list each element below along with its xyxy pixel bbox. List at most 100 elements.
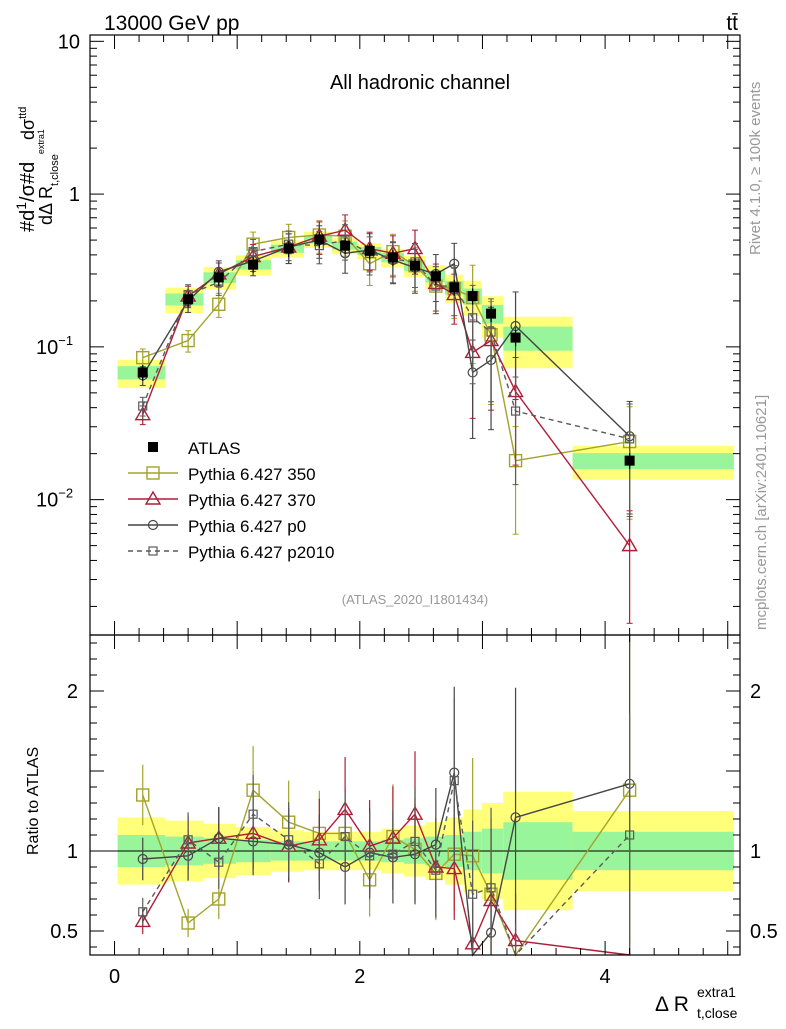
series-pythia-6-427-p2010-ratio-point bbox=[431, 865, 441, 875]
legend-marker-atlas bbox=[148, 442, 158, 452]
x-tick-label: 0 bbox=[109, 966, 120, 988]
x-axis-title-sub: t,close bbox=[697, 1005, 738, 1021]
atlas-data-point bbox=[340, 240, 351, 251]
series-pythia-6-427-p0-line bbox=[142, 239, 631, 437]
series-pythia-6-427-p2010-ratio-point bbox=[410, 836, 420, 847]
x-axis-title-sup: extra1 bbox=[697, 984, 736, 1000]
main-y-label: #d1/σ#d dσttd dΔ Rt,closeextra1 bbox=[13, 107, 61, 232]
series-pythia-6-427-p0-ratio-point bbox=[510, 812, 521, 823]
atlas-data-point bbox=[137, 367, 148, 378]
series-pythia-6-427-370-ratio-line bbox=[142, 808, 630, 956]
atlas-data-point bbox=[283, 243, 294, 254]
y-tick-label: 10 bbox=[58, 31, 80, 53]
ratio-frame bbox=[89, 634, 741, 956]
series-pythia-6-427-350-point bbox=[212, 297, 226, 311]
atlas-data-point bbox=[510, 332, 521, 343]
header-right: tt̄ bbox=[726, 12, 738, 35]
series-pythia-6-427-370-point bbox=[621, 537, 638, 552]
ratio-y-tick-label-right: 1 bbox=[750, 841, 761, 863]
series-pythia-6-427-350-line bbox=[142, 234, 630, 462]
series-pythia-6-427-p2010-ratio-point bbox=[340, 831, 350, 842]
series-pythia-6-427-p2010-ratio-point bbox=[284, 835, 294, 845]
series-pythia-6-427-p2010-point bbox=[486, 327, 496, 337]
atlas-data-point bbox=[314, 234, 325, 245]
x-tick-label: 4 bbox=[600, 966, 611, 988]
series-pythia-6-427-p2010-ratio-point bbox=[468, 889, 478, 899]
series-pythia-6-427-p2010-ratio-point bbox=[183, 835, 193, 845]
analysis-id: (ATLAS_2020_I1801434) bbox=[342, 592, 488, 607]
atlas-data-point bbox=[624, 455, 635, 466]
series-pythia-6-427-p0-ratio-point bbox=[137, 853, 148, 865]
legend-pythia-6-427-p0-label: Pythia 6.427 p0 bbox=[188, 517, 306, 536]
series-pythia-6-427-p2010-ratio-point bbox=[214, 857, 224, 867]
series-pythia-6-427-p2010-ratio-point bbox=[625, 830, 635, 840]
svg-text:dσttd: dσttd bbox=[17, 107, 38, 140]
atlas-data-point bbox=[486, 308, 497, 319]
x-tick-label: 2 bbox=[354, 966, 365, 988]
series-pythia-6-427-350-ratio-point bbox=[136, 788, 150, 802]
series-pythia-6-427-p2010-point bbox=[468, 313, 478, 323]
series-pythia-6-427-370-ratio-point bbox=[446, 860, 463, 875]
atlas-data-point bbox=[248, 259, 259, 270]
legend: ATLAS Pythia 6.427 350 Pythia 6.427 370 Pyt… bbox=[128, 439, 335, 562]
legend-pythia-6-427-p2010-marker bbox=[148, 546, 158, 556]
legend-pythia-6-427-350-marker bbox=[146, 466, 160, 480]
header-left: 13000 GeV pp bbox=[104, 12, 239, 35]
series-pythia-6-427-p2010-ratio-point bbox=[314, 859, 324, 869]
main-plot-panel bbox=[117, 214, 734, 624]
series-pythia-6-427-370-line bbox=[142, 229, 631, 547]
series-pythia-6-427-p2010-ratio-line bbox=[142, 780, 631, 957]
svg-text:dΔ Rt,closeextra1: dΔ Rt,closeextra1 bbox=[36, 129, 61, 225]
atlas-data-point bbox=[467, 291, 478, 302]
atlas-data-point bbox=[213, 272, 224, 283]
axes-frame: 0 2 4 10 1 10−1 10−2 2 2 1 1 0.5 0.5 bbox=[36, 31, 778, 988]
x-axis-title-main: Δ R bbox=[655, 993, 689, 1016]
atlas-data-point bbox=[183, 294, 194, 305]
series-pythia-6-427-p2010-ratio-point bbox=[138, 907, 148, 917]
atlas-data-point bbox=[410, 260, 420, 271]
side-label-rivet: Rivet 4.1.0, ≥ 100k events bbox=[747, 82, 764, 255]
side-label-source: mcplots.cern.ch [arXiv:2401.10621] bbox=[753, 395, 770, 630]
series-pythia-6-427-p2010-ratio-point bbox=[365, 851, 375, 861]
legend-pythia-6-427-p0-marker bbox=[147, 519, 159, 531]
atlas-data-point bbox=[449, 282, 460, 293]
atlas-data-point bbox=[430, 271, 441, 282]
series-pythia-6-427-350-ratio-line bbox=[142, 788, 631, 957]
ratio-y-label: Ratio to ATLAS bbox=[25, 747, 42, 855]
ratio-y-tick-label-right: 2 bbox=[750, 681, 761, 703]
data-band-inner bbox=[572, 453, 734, 470]
ratio-y-tick-label: 1 bbox=[67, 841, 78, 863]
series-pythia-6-427-350-point bbox=[136, 350, 150, 365]
series-pythia-6-427-350-ratio-point bbox=[212, 892, 226, 906]
ratio-plot-panel bbox=[90, 635, 740, 957]
svg-text:#d1/σ#d: #d1/σ#d bbox=[13, 162, 39, 232]
atlas-data-point bbox=[387, 252, 398, 263]
series-pythia-6-427-370-ratio-point bbox=[134, 913, 151, 928]
series-pythia-6-427-p2010-point bbox=[625, 434, 635, 444]
legend-pythia-6-427-p2010-label: Pythia 6.427 p2010 bbox=[188, 543, 335, 562]
ratio-y-tick-label: 0.5 bbox=[50, 921, 78, 943]
atlas-data-point bbox=[364, 245, 375, 256]
legend-pythia-6-427-370-label: Pythia 6.427 370 bbox=[188, 491, 316, 510]
y-tick-label: 10−1 bbox=[36, 333, 73, 359]
series-pythia-6-427-350-point bbox=[181, 333, 195, 348]
ratio-y-tick-label-right: 0.5 bbox=[750, 921, 778, 943]
legend-label-atlas: ATLAS bbox=[188, 439, 241, 458]
series-pythia-6-427-350-ratio-point bbox=[181, 916, 195, 930]
y-tick-label: 1 bbox=[69, 184, 80, 206]
legend-pythia-6-427-350-label: Pythia 6.427 350 bbox=[188, 465, 316, 484]
series-pythia-6-427-p2010-ratio-point bbox=[449, 775, 459, 786]
chart-title: All hadronic channel bbox=[330, 72, 510, 94]
series-pythia-6-427-p2010-ratio-point bbox=[388, 849, 398, 859]
ratio-y-tick-label: 2 bbox=[67, 681, 78, 703]
series-pythia-6-427-p2010-point bbox=[510, 406, 521, 416]
series-pythia-6-427-p2010-ratio-point bbox=[248, 809, 258, 819]
series-pythia-6-427-p2010-point bbox=[248, 247, 258, 257]
series-pythia-6-427-370-point bbox=[134, 406, 151, 421]
series-pythia-6-427-p2010-point bbox=[138, 401, 148, 411]
legend-pythia-6-427-370-marker bbox=[144, 490, 162, 505]
series-pythia-6-427-p2010-ratio-point bbox=[486, 883, 496, 893]
y-tick-label: 10−2 bbox=[36, 486, 73, 512]
